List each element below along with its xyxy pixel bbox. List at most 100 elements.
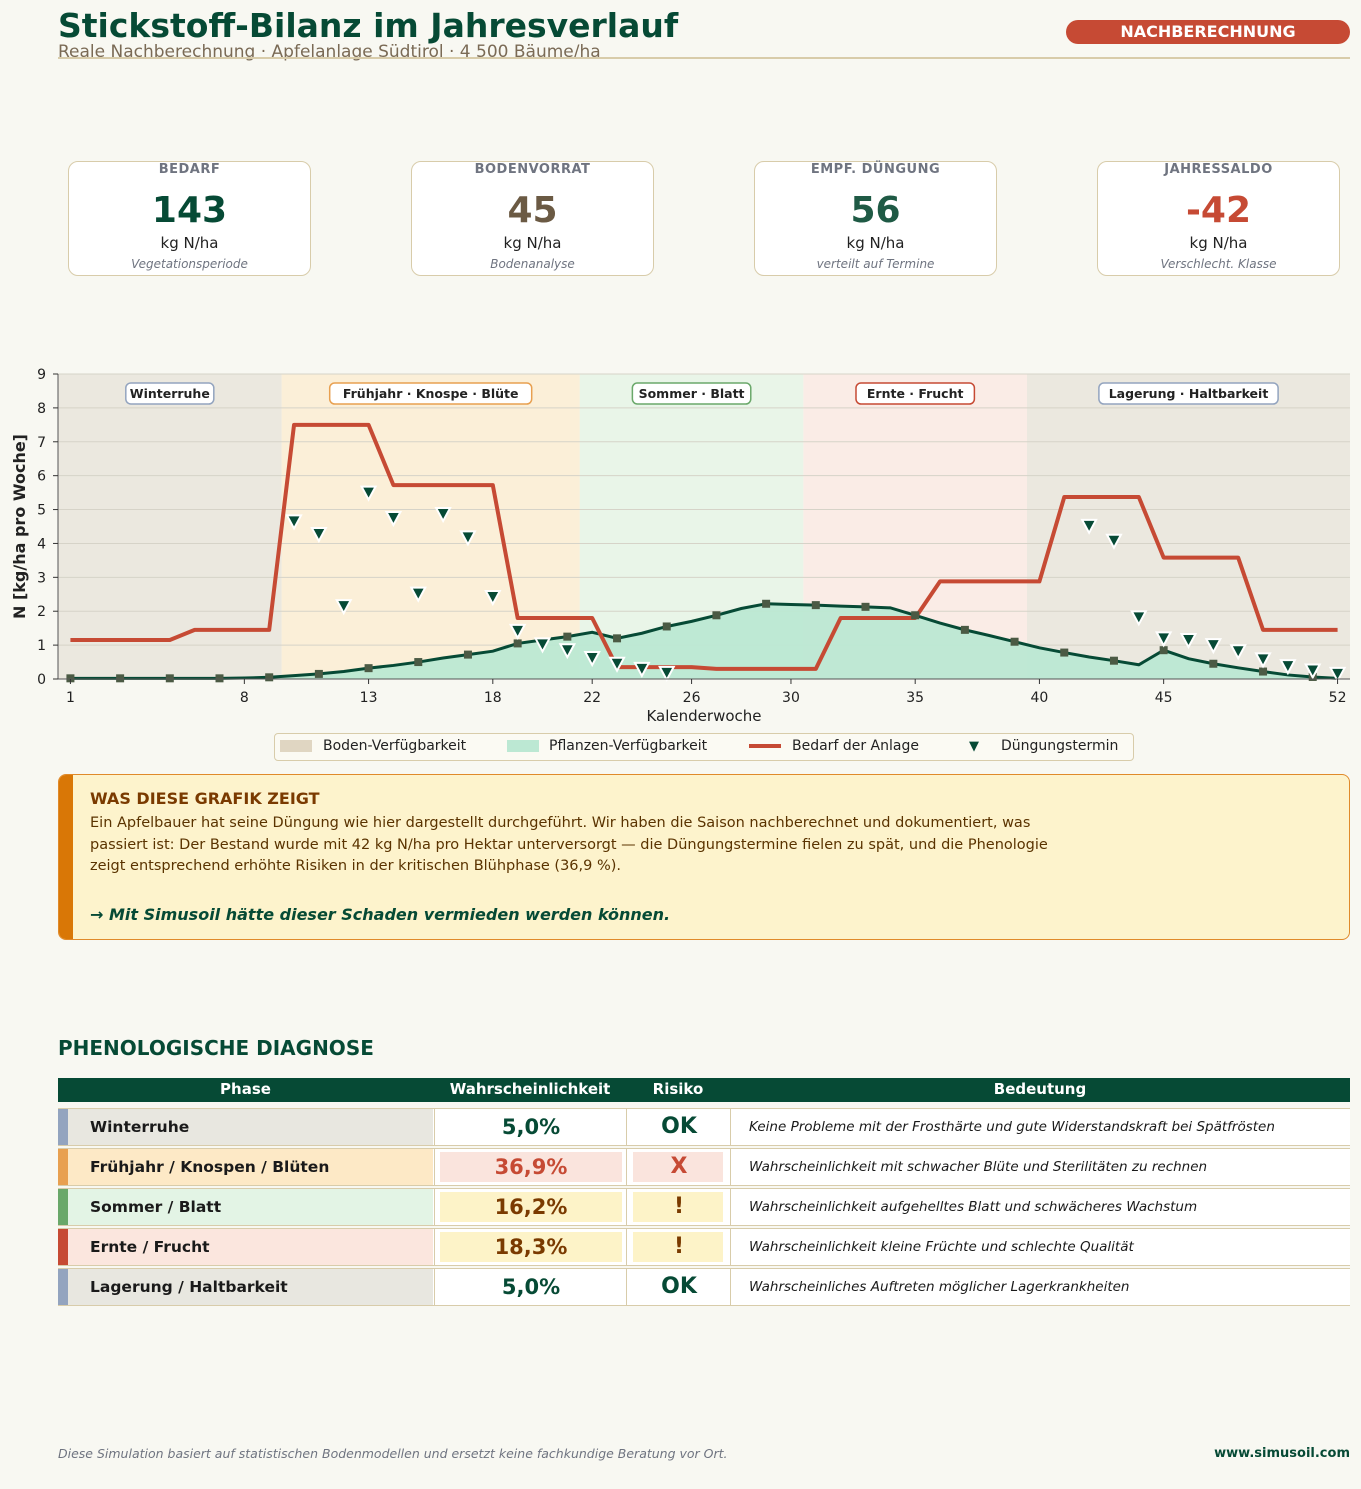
phase-name: Winterruhe	[68, 1109, 433, 1145]
fertilization-marker	[459, 530, 477, 547]
x-tick-label: 1	[66, 690, 75, 706]
probability-value: 18,3%	[494, 1235, 568, 1259]
kpi-value: 56	[850, 190, 901, 231]
kpi-note: Verschlecht. Klasse	[1160, 257, 1277, 271]
kpi-value: 143	[151, 190, 228, 231]
soil-point	[1010, 637, 1019, 646]
probability-cell: 36,9%	[434, 1149, 627, 1185]
y-tick-label: 5	[37, 503, 46, 519]
fertilization-marker	[1279, 659, 1297, 676]
risk-value: OK	[661, 1274, 697, 1299]
phase-name: Frühjahr / Knospen / Blüten	[68, 1149, 433, 1185]
legend-label-bedarf: Bedarf der Anlage	[792, 738, 919, 754]
soil-point	[1209, 659, 1218, 668]
y-tick-label: 9	[37, 367, 46, 383]
table-header: Phase Wahrscheinlichkeit Risiko Bedeutun…	[58, 1078, 1350, 1102]
info-heading: WAS DIESE GRAFIK ZEIGT	[90, 789, 320, 808]
phase-label: Sommer · Blatt	[639, 386, 745, 401]
fertilization-marker	[1080, 518, 1098, 535]
kpi-unit: kg N/ha	[503, 234, 562, 252]
x-tick-label: 40	[1031, 690, 1049, 706]
probability-cell: 16,2%	[434, 1189, 627, 1225]
soil-point	[215, 674, 224, 683]
y-tick-label: 7	[37, 435, 46, 451]
kpi-card-duengung: EMPF. DÜNGUNG 56 kg N/ha verteilt auf Te…	[754, 161, 997, 276]
phase-name: Sommer / Blatt	[68, 1189, 433, 1225]
fertilization-marker	[1179, 633, 1198, 650]
fertilization-marker	[409, 586, 427, 603]
chart-legend: Boden-Verfügbarkeit Pflanzen-Verfügbarke…	[274, 733, 1134, 761]
y-tick-label: 3	[37, 570, 46, 586]
kpi-unit: kg N/ha	[846, 234, 905, 252]
risk-cell: !	[626, 1229, 731, 1265]
fertilization-marker	[310, 526, 328, 544]
soil-point	[314, 669, 323, 678]
y-tick-label: 6	[37, 469, 46, 485]
fertilization-marker	[1154, 631, 1173, 648]
y-tick-label: 0	[37, 672, 46, 688]
kpi-unit: kg N/ha	[160, 234, 219, 252]
phase-label: Frühjahr · Knospe · Blüte	[343, 386, 519, 401]
fertilization-marker	[558, 643, 577, 660]
soil-point	[414, 658, 423, 667]
demand-line	[70, 422, 1338, 671]
page-title: Stickstoff-Bilanz im Jahresverlauf	[58, 6, 679, 45]
phase-label-box	[855, 382, 976, 405]
meaning-text: Wahrscheinliches Auftreten möglicher Lag…	[730, 1269, 1350, 1305]
soil-point	[265, 673, 274, 682]
x-tick-label: 52	[1329, 690, 1347, 706]
x-tick-label: 18	[484, 690, 502, 706]
y-axis-label: N [kg/ha pro Woche]	[10, 434, 29, 619]
kpi-label: EMPF. DÜNGUNG	[810, 162, 941, 177]
fertilization-marker	[1204, 638, 1223, 655]
diagnosis-title: PHENOLOGISCHE DIAGNOSE	[58, 1036, 374, 1060]
kpi-label: BODENVORRAT	[474, 162, 591, 177]
soil-point	[563, 632, 572, 641]
kpi-label: BEDARF	[158, 162, 221, 177]
phase-label-box	[328, 382, 533, 405]
fertilization-marker	[508, 623, 527, 640]
fertilization-marker	[1229, 644, 1247, 661]
kpi-value: -42	[1185, 190, 1252, 231]
y-tick-label: 1	[37, 638, 46, 654]
footer-url-link[interactable]: www.simusoil.com	[1214, 1446, 1350, 1461]
legend-label-boden: Boden-Verfügbarkeit	[323, 738, 467, 754]
soil-point	[66, 674, 75, 683]
y-tick-label: 8	[37, 401, 46, 417]
fertilization-marker	[335, 599, 353, 616]
footer-disclaimer: Diese Simulation basiert auf statistisch…	[58, 1446, 728, 1461]
risk-cell: OK	[626, 1109, 731, 1145]
soil-point	[165, 674, 174, 683]
fertilization-marker	[583, 650, 601, 668]
fertilization-marker	[658, 665, 676, 683]
meaning-text: Wahrscheinlichkeit aufgehelltes Blatt un…	[730, 1189, 1350, 1225]
info-accent-bar	[59, 775, 73, 939]
meaning-text: Keine Probleme mit der Frosthärte und gu…	[730, 1109, 1350, 1145]
header-divider	[58, 57, 1350, 59]
meaning-text: Wahrscheinlichkeit mit schwacher Blüte u…	[730, 1149, 1350, 1185]
info-text-line: passiert ist: Der Bestand wurde mit 42 k…	[90, 837, 1048, 853]
soil-point	[662, 622, 671, 631]
y-tick-label: 2	[37, 604, 46, 620]
soil-point	[712, 611, 721, 620]
phase-label-box	[125, 382, 215, 405]
y-tick-label: 4	[37, 536, 46, 552]
kpi-note: Bodenanalyse	[490, 257, 575, 271]
kpi-note: Vegetationsperiode	[131, 257, 248, 271]
x-tick-label: 22	[583, 690, 601, 706]
phase-stripe	[58, 1189, 68, 1225]
phase-label-box	[1098, 382, 1279, 405]
table-row: Lagerung / Haltbarkeit 5,0% OK Wahrscheinli…	[58, 1268, 1350, 1306]
fertilization-marker	[384, 511, 403, 528]
legend-swatch-bedarf	[749, 744, 781, 748]
fertilization-marker	[285, 514, 303, 531]
soil-point	[861, 602, 870, 611]
phase-band	[281, 374, 580, 679]
probability-value: 16,2%	[494, 1195, 568, 1219]
info-call-to-action: → Mit Simusoil hätte dieser Schaden verm…	[90, 905, 671, 924]
phase-label-box	[631, 382, 752, 405]
probability-value: 36,9%	[494, 1155, 568, 1179]
x-tick-label: 26	[683, 690, 701, 706]
soil-availability-line	[70, 602, 1338, 680]
fertilization-marker	[533, 637, 552, 654]
